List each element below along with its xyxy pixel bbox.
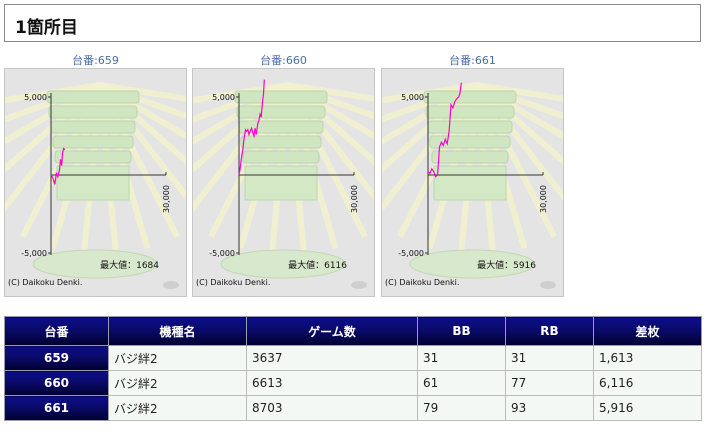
- table-row: 659 バジ絆2 3637 31 31 1,613: [4, 345, 702, 371]
- col-header-bb: BB: [417, 316, 506, 346]
- slump-line: [50, 147, 66, 185]
- slump-graph: 5,000 -5,000 30,000 最大値：1684 (C) Daikoku Den…: [4, 68, 187, 297]
- max-value-label: 最大値：5916: [477, 259, 536, 271]
- max-value-label: 最大値：6116: [288, 259, 347, 271]
- cell-rb: 31: [505, 345, 594, 371]
- x-tick-label: 30,000: [162, 185, 171, 213]
- table-header-row: 台番 機種名 ゲーム数 BB RB 差枚: [4, 316, 702, 346]
- cell-number[interactable]: 661: [4, 395, 109, 421]
- slump-line: [238, 79, 265, 176]
- machine-data-table: 台番 機種名 ゲーム数 BB RB 差枚 659 バジ絆2 3637 31 31…: [4, 316, 702, 421]
- max-value-label: 最大値：1684: [100, 259, 159, 271]
- cell-number[interactable]: 659: [4, 345, 109, 371]
- slump-graph: 5,000 -5,000 30,000 最大値：6116 (C) Daikoku Den…: [192, 68, 375, 297]
- graph-background-art: [193, 82, 374, 289]
- cell-bb: 79: [417, 395, 506, 421]
- col-header-games: ゲーム数: [246, 316, 418, 346]
- cell-games: 8703: [246, 395, 418, 421]
- cell-games: 6613: [246, 370, 418, 396]
- y-tick-label: 5,000: [401, 93, 424, 102]
- x-tick-label: 30,000: [539, 185, 548, 213]
- cell-model: バジ絆2: [108, 395, 247, 421]
- graph-background-art: [5, 82, 186, 289]
- cell-diff: 5,916: [593, 395, 702, 421]
- cell-games: 3637: [246, 345, 418, 371]
- graph-background-art: [382, 82, 563, 289]
- col-header-model: 機種名: [108, 316, 247, 346]
- cell-rb: 77: [505, 370, 594, 396]
- copyright-text: (C) Daikoku Denki.: [8, 278, 82, 287]
- section-title: 1箇所目: [15, 18, 78, 38]
- y-tick-label: 5,000: [212, 93, 235, 102]
- cell-bb: 61: [417, 370, 506, 396]
- cell-bb: 31: [417, 345, 506, 371]
- y-tick-label: -5,000: [398, 249, 424, 258]
- col-header-diff: 差枚: [593, 316, 702, 346]
- table-row: 661 バジ絆2 8703 79 93 5,916: [4, 395, 702, 421]
- machine-panel-661[interactable]: 台番:661 5,000 -5,000 30,000 最大値：5916 (C) Daik…: [381, 52, 564, 298]
- slump-line: [427, 82, 462, 178]
- slump-graph: 5,000 -5,000 30,000 最大値：5916 (C) Daikoku Den…: [381, 68, 564, 297]
- x-tick-label: 30,000: [350, 185, 359, 213]
- cell-model: バジ絆2: [108, 345, 247, 371]
- y-tick-label: -5,000: [209, 249, 235, 258]
- machine-label[interactable]: 台番:661: [449, 54, 496, 67]
- copyright-text: (C) Daikoku Denki.: [385, 278, 459, 287]
- slump-graph-svg: 5,000 -5,000 30,000 最大値：6116 (C) Daikoku Den…: [193, 79, 374, 289]
- section-title-box: 1箇所目: [4, 4, 701, 42]
- col-header-rb: RB: [505, 316, 594, 346]
- machine-panel-660[interactable]: 台番:660 5,000 -5,000 30,000 最大値：6116 (C) Daik…: [192, 52, 375, 298]
- machine-label[interactable]: 台番:660: [260, 54, 307, 67]
- cell-number[interactable]: 660: [4, 370, 109, 396]
- cell-diff: 1,613: [593, 345, 702, 371]
- col-header-number: 台番: [4, 316, 109, 346]
- cell-diff: 6,116: [593, 370, 702, 396]
- slump-graph-svg: 5,000 -5,000 30,000 最大値：5916 (C) Daikoku Den…: [382, 82, 563, 289]
- slump-graph-svg: 5,000 -5,000 30,000 最大値：1684 (C) Daikoku Den…: [5, 82, 186, 289]
- copyright-text: (C) Daikoku Denki.: [196, 278, 270, 287]
- cell-rb: 93: [505, 395, 594, 421]
- y-tick-label: -5,000: [21, 249, 47, 258]
- machine-panel-659[interactable]: 台番:659 5,000 -5,000 30,000 最大値：1684 (C) Daik…: [4, 52, 187, 298]
- cell-model: バジ絆2: [108, 370, 247, 396]
- y-tick-label: 5,000: [24, 93, 47, 102]
- machine-label[interactable]: 台番:659: [72, 54, 119, 67]
- table-row: 660 バジ絆2 6613 61 77 6,116: [4, 370, 702, 396]
